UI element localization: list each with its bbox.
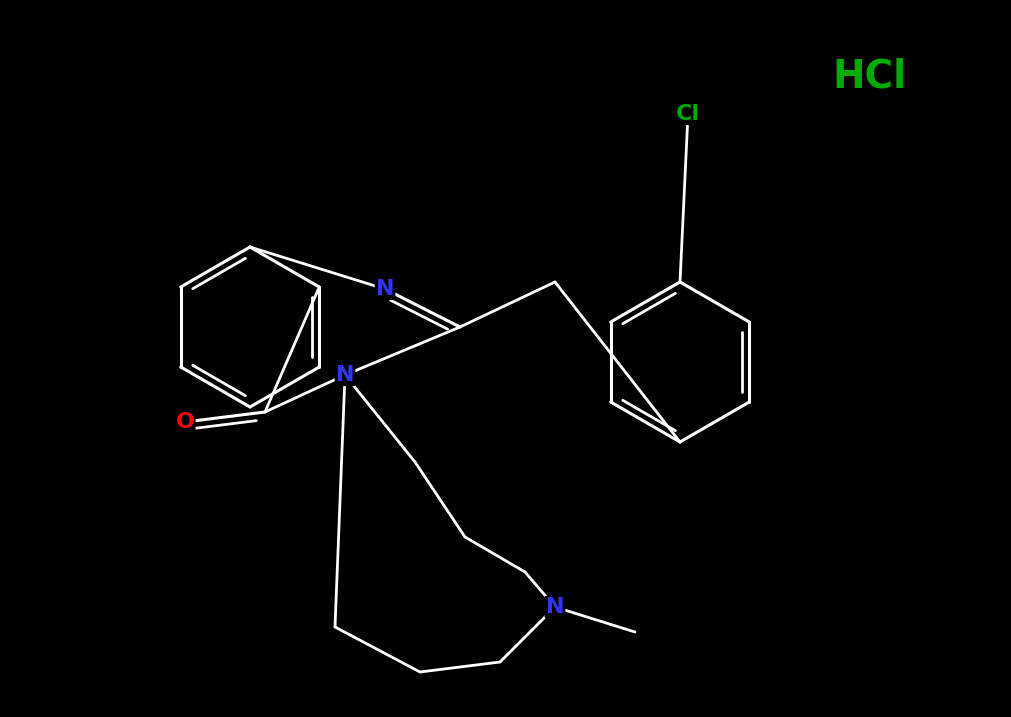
Text: HCl: HCl: [832, 58, 906, 96]
Text: N: N: [336, 365, 354, 385]
Text: O: O: [175, 412, 194, 432]
Text: N: N: [545, 597, 564, 617]
Text: N: N: [375, 279, 394, 299]
Text: Cl: Cl: [675, 104, 700, 124]
